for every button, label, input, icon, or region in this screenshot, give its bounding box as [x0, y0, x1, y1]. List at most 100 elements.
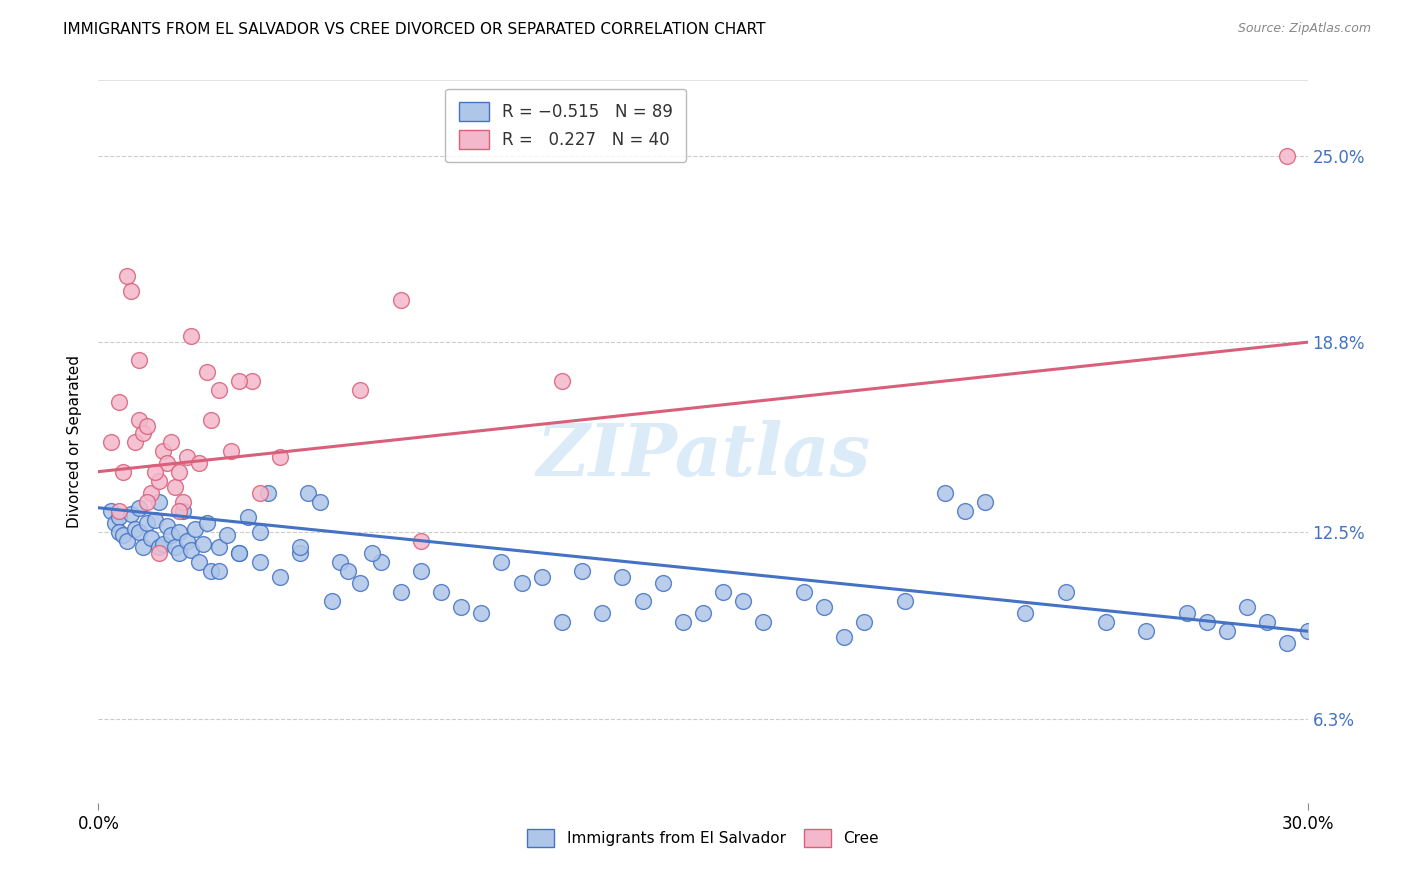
Point: [337, 564, 360, 578]
Point: [228, 546, 250, 560]
Point: [111, 465, 134, 479]
Point: [692, 606, 714, 620]
Point: [249, 485, 271, 500]
Point: [143, 513, 166, 527]
Y-axis label: Divorced or Separated: Divorced or Separated: [67, 355, 83, 528]
Point: [143, 465, 166, 479]
Point: [240, 374, 263, 388]
Point: [389, 585, 412, 599]
Point: [120, 284, 142, 298]
Point: [124, 522, 146, 536]
Point: [156, 456, 179, 470]
Point: [176, 533, 198, 548]
Point: [236, 509, 259, 524]
Point: [450, 600, 472, 615]
Point: [156, 519, 179, 533]
Point: [309, 494, 332, 508]
Point: [249, 524, 271, 539]
Point: [1216, 624, 1239, 639]
Point: [107, 395, 129, 409]
Point: [107, 504, 129, 518]
Point: [208, 564, 231, 578]
Point: [208, 384, 231, 398]
Point: [591, 606, 613, 620]
Point: [167, 504, 190, 518]
Point: [1277, 148, 1299, 162]
Point: [349, 384, 371, 398]
Point: [853, 615, 876, 630]
Point: [152, 537, 174, 551]
Point: [430, 585, 453, 599]
Point: [148, 546, 170, 560]
Point: [1195, 615, 1218, 630]
Point: [1175, 606, 1198, 620]
Point: [249, 555, 271, 569]
Point: [389, 293, 412, 307]
Point: [752, 615, 775, 630]
Point: [813, 600, 835, 615]
Point: [135, 516, 157, 530]
Point: [256, 485, 278, 500]
Point: [349, 576, 371, 591]
Point: [180, 542, 202, 557]
Point: [409, 564, 432, 578]
Point: [200, 413, 222, 427]
Text: IMMIGRANTS FROM EL SALVADOR VS CREE DIVORCED OR SEPARATED CORRELATION CHART: IMMIGRANTS FROM EL SALVADOR VS CREE DIVO…: [63, 22, 766, 37]
Point: [1256, 615, 1278, 630]
Point: [491, 555, 513, 569]
Point: [228, 374, 250, 388]
Point: [733, 594, 755, 608]
Point: [107, 524, 129, 539]
Point: [172, 504, 194, 518]
Text: ZIPatlas: ZIPatlas: [536, 420, 870, 491]
Point: [103, 516, 125, 530]
Point: [893, 594, 915, 608]
Point: [361, 546, 384, 560]
Point: [1054, 585, 1077, 599]
Point: [370, 555, 392, 569]
Point: [221, 443, 243, 458]
Point: [551, 615, 574, 630]
Point: [470, 606, 492, 620]
Point: [172, 494, 194, 508]
Point: [651, 576, 673, 591]
Point: [132, 425, 155, 440]
Point: [128, 500, 150, 515]
Point: [974, 494, 997, 508]
Point: [152, 443, 174, 458]
Point: [111, 528, 134, 542]
Point: [832, 630, 855, 644]
Point: [934, 485, 956, 500]
Point: [139, 485, 162, 500]
Point: [571, 564, 593, 578]
Point: [167, 524, 190, 539]
Point: [208, 540, 231, 554]
Point: [288, 540, 311, 554]
Point: [409, 533, 432, 548]
Point: [288, 546, 311, 560]
Point: [321, 594, 343, 608]
Point: [672, 615, 695, 630]
Point: [269, 570, 291, 584]
Point: [217, 528, 239, 542]
Point: [100, 434, 122, 449]
Point: [1095, 615, 1118, 630]
Point: [188, 456, 211, 470]
Point: [180, 329, 202, 343]
Point: [167, 465, 190, 479]
Point: [160, 434, 183, 449]
Point: [195, 365, 218, 379]
Point: [1277, 636, 1299, 650]
Point: [612, 570, 634, 584]
Legend: Immigrants from El Salvador, Cree: Immigrants from El Salvador, Cree: [520, 823, 886, 853]
Point: [107, 509, 129, 524]
Point: [1014, 606, 1036, 620]
Point: [329, 555, 352, 569]
Point: [135, 419, 157, 434]
Text: Source: ZipAtlas.com: Source: ZipAtlas.com: [1237, 22, 1371, 36]
Point: [297, 485, 319, 500]
Point: [124, 434, 146, 449]
Point: [510, 576, 533, 591]
Point: [163, 540, 186, 554]
Point: [188, 555, 211, 569]
